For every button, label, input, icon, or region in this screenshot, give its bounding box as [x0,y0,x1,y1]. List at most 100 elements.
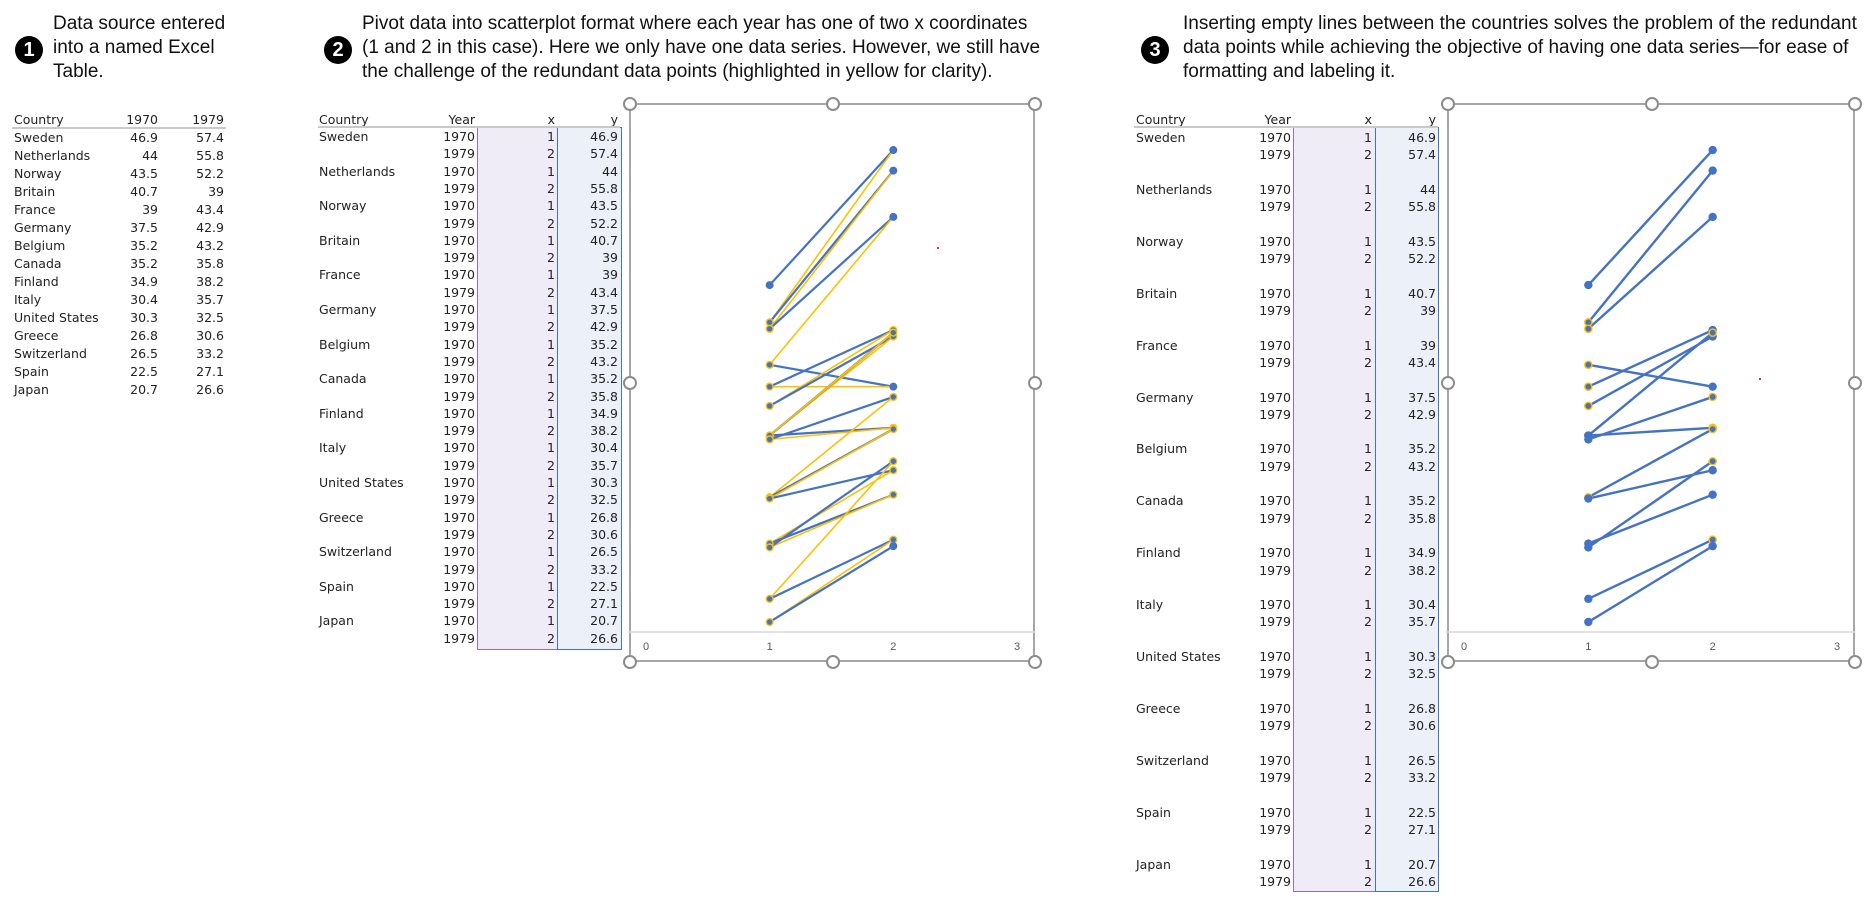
column-header-x[interactable]: x [1364,112,1372,127]
value-1979-cell[interactable]: 27.1 [196,364,224,379]
x-value-cell[interactable]: 2 [547,630,555,646]
x-value-cell[interactable]: 1 [1364,337,1372,353]
x-value-cell[interactable]: 1 [1364,700,1372,716]
country-cell[interactable]: Britain [1136,285,1178,301]
x-value-cell[interactable]: 2 [547,526,555,542]
chart-resize-handle[interactable] [1848,97,1862,111]
year-cell[interactable]: 1970 [443,267,475,283]
x-value-cell[interactable]: 1 [1364,493,1372,509]
value-1979-cell[interactable]: 57.4 [196,130,224,145]
country-cell[interactable]: Canada [1136,493,1184,509]
value-1970-cell[interactable]: 26.5 [130,346,158,361]
year-cell[interactable]: 1970 [443,302,475,317]
y-value-cell[interactable]: 32.5 [1408,666,1436,682]
country-cell[interactable]: Switzerland [1136,752,1209,768]
year-cell[interactable]: 1979 [1259,718,1291,734]
column-header-1979[interactable]: 1979 [192,112,224,127]
year-cell[interactable]: 1979 [1259,251,1291,267]
year-cell[interactable]: 1979 [1259,666,1291,682]
x-value-cell[interactable]: 1 [1364,441,1372,457]
year-cell[interactable]: 1979 [443,353,475,369]
x-value-cell[interactable]: 1 [1364,649,1372,664]
x-value-cell[interactable]: 1 [1364,752,1372,768]
x-value-cell[interactable]: 2 [547,388,555,404]
column-header-x[interactable]: x [547,112,555,127]
year-cell[interactable]: 1979 [443,146,475,162]
country-cell[interactable]: Japan [1136,856,1171,872]
y-value-cell[interactable]: 40.7 [590,232,618,248]
x-value-cell[interactable]: 1 [1364,130,1372,145]
year-cell[interactable]: 1970 [1259,649,1291,664]
y-value-cell[interactable]: 43.2 [1408,458,1436,474]
value-1979-cell[interactable]: 33.2 [196,346,224,361]
y-value-cell[interactable]: 26.8 [1408,700,1436,716]
x-value-cell[interactable]: 1 [1364,285,1372,301]
year-cell[interactable]: 1979 [1259,147,1291,163]
year-cell[interactable]: 1970 [1259,233,1291,249]
x-value-cell[interactable]: 2 [547,284,555,300]
y-value-cell[interactable]: 38.2 [1408,562,1436,578]
x-value-cell[interactable]: 1 [1364,856,1372,872]
x-value-cell[interactable]: 2 [1364,562,1372,578]
value-1970-cell[interactable]: 39 [142,202,158,217]
x-value-cell[interactable]: 2 [547,319,555,335]
year-cell[interactable]: 1979 [443,215,475,231]
y-value-cell[interactable]: 27.1 [1408,822,1436,837]
y-value-cell[interactable]: 39 [1420,337,1436,353]
country-cell[interactable]: Netherlands [14,148,91,163]
year-cell[interactable]: 1970 [443,475,475,490]
value-1970-cell[interactable]: 30.4 [130,292,158,307]
country-cell[interactable]: Belgium [14,238,66,253]
value-1979-cell[interactable]: 32.5 [196,310,224,325]
year-cell[interactable]: 1979 [1259,303,1291,318]
y-value-cell[interactable]: 57.4 [590,146,618,162]
x-value-cell[interactable]: 1 [547,405,555,421]
country-cell[interactable]: Sweden [14,130,64,145]
y-value-cell[interactable]: 34.9 [1408,545,1436,561]
value-1970-cell[interactable]: 46.9 [130,130,158,145]
year-cell[interactable]: 1979 [443,526,475,542]
country-cell[interactable]: Netherlands [1136,181,1213,197]
value-1970-cell[interactable]: 43.5 [130,166,158,181]
x-value-cell[interactable]: 2 [1364,510,1372,526]
x-value-cell[interactable]: 1 [547,440,555,456]
x-value-cell[interactable]: 1 [547,232,555,248]
year-cell[interactable]: 1979 [443,630,475,646]
year-cell[interactable]: 1970 [1259,545,1291,561]
country-cell[interactable]: Norway [1136,233,1184,249]
year-cell[interactable]: 1979 [1259,822,1291,837]
country-cell[interactable]: Norway [14,166,62,181]
year-cell[interactable]: 1979 [443,492,475,508]
y-value-cell[interactable]: 43.4 [590,284,618,300]
country-cell[interactable]: United States [1136,649,1221,664]
x-value-cell[interactable]: 2 [1364,458,1372,474]
value-1979-cell[interactable]: 43.4 [196,202,224,217]
country-cell[interactable]: Canada [319,371,367,387]
y-value-cell[interactable]: 26.5 [1408,752,1436,768]
country-cell[interactable]: Sweden [319,129,369,144]
country-cell[interactable]: Greece [319,509,364,525]
x-value-cell[interactable]: 2 [547,215,555,231]
year-cell[interactable]: 1970 [1259,181,1291,197]
year-cell[interactable]: 1970 [1259,441,1291,457]
y-value-cell[interactable]: 52.2 [590,215,618,231]
value-1970-cell[interactable]: 35.2 [130,238,158,253]
x-value-cell[interactable]: 2 [1364,718,1372,734]
chart-resize-handle[interactable] [1644,97,1659,111]
y-value-cell[interactable]: 43.2 [590,353,618,369]
country-cell[interactable]: Belgium [1136,441,1188,457]
x-value-cell[interactable]: 2 [547,250,555,266]
y-value-cell[interactable]: 26.6 [1408,873,1436,889]
x-value-cell[interactable]: 1 [547,544,555,560]
value-1979-cell[interactable]: 38.2 [196,274,224,289]
year-cell[interactable]: 1979 [1259,199,1291,215]
year-cell[interactable]: 1979 [443,423,475,439]
country-cell[interactable]: Britain [14,184,56,199]
value-1979-cell[interactable]: 26.6 [196,382,224,397]
country-cell[interactable]: Canada [14,256,62,271]
value-1979-cell[interactable]: 39 [208,184,224,199]
year-cell[interactable]: 1979 [1259,458,1291,474]
value-1970-cell[interactable]: 30.3 [130,310,158,325]
year-cell[interactable]: 1979 [1259,354,1291,370]
x-value-cell[interactable]: 1 [547,336,555,352]
